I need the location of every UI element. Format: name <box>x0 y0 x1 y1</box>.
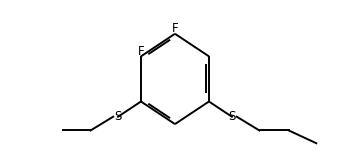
Text: S: S <box>228 110 236 123</box>
Text: F: F <box>172 22 178 35</box>
Text: F: F <box>138 45 144 58</box>
Text: S: S <box>115 110 122 123</box>
